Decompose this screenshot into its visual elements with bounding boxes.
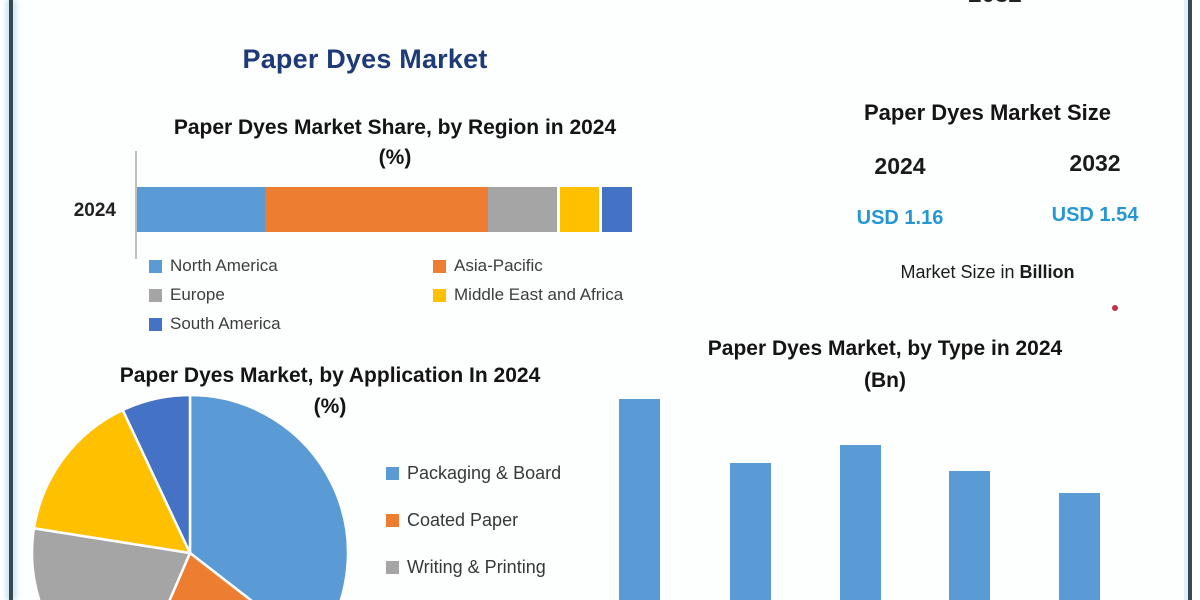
stacked-segment-asia-pacific: [265, 187, 488, 232]
pie-chart-title-line2: (%): [313, 395, 347, 418]
stacked-segment-north-america: [137, 187, 266, 232]
pie-slice-unlabeled-3: [32, 408, 192, 555]
region-chart-title: Paper Dyes Market Share, by Region in 20…: [140, 113, 650, 173]
right-border-line: [1188, 0, 1192, 600]
legend-label: Asia-Pacific: [454, 256, 543, 275]
red-dot-marker: [1112, 305, 1118, 311]
legend-marker-swatch: [386, 467, 399, 480]
type-bar-4: [949, 471, 990, 600]
legend-item: North America: [149, 256, 433, 276]
type-chart-title-line2: (Bn): [864, 369, 906, 392]
type-bar-3: [840, 445, 881, 600]
legend-item: Packaging & Board: [386, 463, 561, 484]
legend-marker-swatch: [386, 514, 399, 527]
market-size-caption-bold: Billion: [1019, 262, 1075, 282]
legend-marker-swatch: [386, 561, 399, 574]
pie-slice-writing-printing: [30, 527, 192, 600]
region-chart-category-label: 2024: [73, 200, 116, 221]
market-size-column-2024: 2024 USD 1.16: [835, 153, 965, 230]
legend-label: South America: [170, 314, 281, 333]
market-size-value-2024: USD 1.16: [856, 207, 944, 229]
pie-chart-legend: Packaging & Board Coated Paper Writing & P…: [386, 463, 561, 578]
legend-label: Packaging & Board: [407, 463, 562, 483]
legend-marker-swatch: [149, 317, 162, 331]
stacked-segment-middle-east-and-africa: [556, 187, 600, 232]
page-title: Paper Dyes Market: [242, 44, 488, 74]
market-size-caption: Market Size in Billion: [840, 262, 1135, 283]
market-size-year-2024: 2024: [874, 153, 926, 179]
legend-marker-swatch: [433, 288, 446, 302]
pie-chart-title-line1: Paper Dyes Market, by Application In 202…: [119, 364, 541, 387]
legend-label: North America: [170, 256, 278, 275]
left-border-line: [9, 0, 13, 600]
stacked-segment-europe: [487, 187, 557, 232]
market-size-column-2032: 2032 USD 1.54: [1030, 150, 1160, 227]
region-stacked-bar: [137, 187, 632, 232]
legend-marker-swatch: [149, 259, 162, 273]
type-bar-2: [730, 463, 771, 600]
pie-svg: [30, 393, 350, 600]
market-size-value-2032: USD 1.54: [1051, 204, 1139, 226]
legend-item: Asia-Pacific: [433, 256, 629, 276]
type-chart-title-line1: Paper Dyes Market, by Type in 2024: [707, 337, 1063, 360]
legend-marker-swatch: [433, 259, 446, 273]
region-chart-title-line1: Paper Dyes Market Share, by Region in 20…: [173, 116, 617, 139]
type-chart-bars: [600, 380, 1130, 600]
market-size-caption-prefix: Market Size in: [900, 262, 1020, 282]
type-bar-5: [1059, 493, 1100, 600]
pie-plot-area: [30, 393, 350, 600]
market-size-year-2032: 2032: [1069, 150, 1121, 176]
legend-item: Writing & Printing: [386, 557, 561, 578]
legend-label: Europe: [170, 285, 225, 304]
legend-label: Coated Paper: [407, 510, 519, 530]
legend-label: Middle East and Africa: [454, 285, 624, 304]
legend-item: South America: [149, 314, 433, 334]
legend-item: Middle East and Africa: [433, 285, 629, 305]
pie-chart-title: Paper Dyes Market, by Application In 202…: [80, 360, 580, 422]
region-chart-title-line2: (%): [378, 146, 412, 169]
cropped-top-text: 2032: [960, 0, 1030, 9]
pie-slice-unlabeled-4: [121, 393, 192, 555]
legend-item: Coated Paper: [386, 510, 561, 531]
type-bar-1: [619, 399, 660, 600]
legend-label: Writing & Printing: [407, 557, 546, 577]
type-chart-title: Paper Dyes Market, by Type in 2024 (Bn): [640, 333, 1130, 397]
pie-slice-packaging-board: [188, 393, 350, 600]
pie-slice-coated-paper: [168, 551, 253, 600]
stacked-segment-south-america: [599, 187, 632, 232]
region-chart-legend: North America Asia-Pacific Europe Middle Ea…: [149, 256, 629, 334]
market-size-heading: Paper Dyes Market Size: [863, 100, 1112, 125]
region-chart-axis-line: [135, 151, 137, 259]
legend-item: Europe: [149, 285, 433, 305]
legend-marker-swatch: [149, 288, 162, 302]
